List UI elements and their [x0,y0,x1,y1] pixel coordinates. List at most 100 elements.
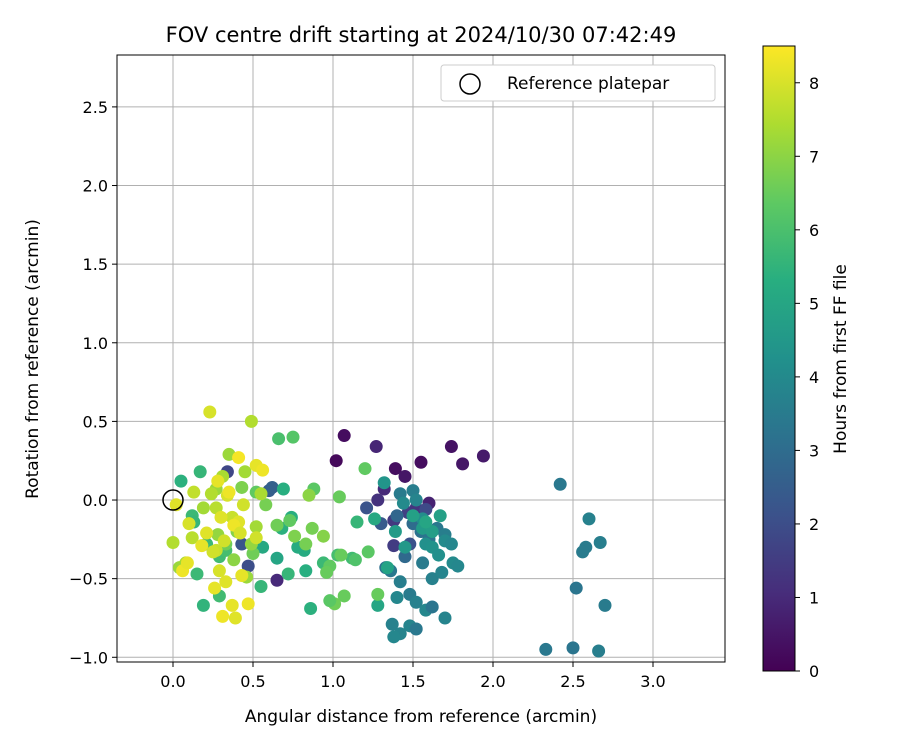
data-point [200,526,214,540]
plot-frame [116,54,726,663]
colorbar: 0 1 2 3 4 5 6 7 8 Hours from first FF file [762,45,851,681]
data-point [371,493,385,507]
data-point [217,534,231,548]
data-point [211,474,225,488]
colorbar-tick-label: 7 [809,147,819,166]
data-point [272,432,286,446]
data-point [582,512,596,526]
y-tick-label: 2.0 [83,177,108,196]
data-point [435,565,449,579]
data-point [206,545,220,559]
data-point [174,474,188,488]
data-point [444,440,458,454]
data-point [216,609,230,623]
data-point [196,501,210,515]
colorbar-tick-label: 1 [809,588,819,607]
colorbar-tick-label: 5 [809,294,819,313]
data-point [419,515,433,529]
data-point [569,581,583,595]
data-point [598,598,612,612]
x-axis-label: Angular distance from reference (arcmin) [245,707,597,727]
data-point [235,480,249,494]
data-point [337,589,351,603]
data-point [371,587,385,601]
x-tick-label: 2.0 [480,672,505,691]
data-point [416,556,430,570]
data-point [398,550,412,564]
data-point [593,535,607,549]
data-point [456,457,470,471]
data-point [235,569,249,583]
colorbar-tick-label: 8 [809,74,819,93]
data-point [414,455,428,469]
data-point [425,600,439,614]
data-point [227,553,241,567]
data-point [332,490,346,504]
data-point [406,509,420,523]
colorbar-ticks: 0 1 2 3 4 5 6 7 8 [795,74,819,681]
data-point [451,559,465,573]
data-point [425,572,439,586]
data-point [238,465,252,479]
data-point [302,488,316,502]
data-point [368,512,382,526]
x-tick-label: 3.0 [640,672,665,691]
y-tick-label: −1.0 [69,648,108,667]
data-point [398,469,412,483]
y-axis-ticks: −1.0 −0.5 0.0 0.5 1.0 1.5 2.0 2.5 [69,98,117,667]
data-point [316,529,330,543]
data-point [320,565,334,579]
data-point [387,539,401,553]
data-point [185,531,199,545]
y-tick-label: 1.5 [83,255,108,274]
data-point [265,480,279,494]
chart-title: FOV centre drift starting at 2024/10/30 … [166,23,677,47]
data-point [388,524,402,538]
y-axis-label: Rotation from reference (arcmin) [23,219,43,499]
colorbar-tick-label: 4 [809,368,819,387]
data-point [193,465,207,479]
data-point [377,476,391,490]
data-point [350,515,364,529]
data-point [281,567,295,581]
data-point [380,561,394,575]
data-point [304,602,318,616]
data-point [190,567,204,581]
data-point [256,463,270,477]
data-point [592,644,606,658]
colorbar-tick-label: 6 [809,221,819,240]
data-point [409,595,423,609]
x-tick-label: 0.0 [160,672,185,691]
data-point [576,545,590,559]
y-tick-label: 0.5 [83,412,108,431]
data-point [270,518,284,532]
data-point [444,537,458,551]
data-point [233,526,247,540]
x-axis-ticks: 0.0 0.5 1.0 1.5 2.0 2.5 3.0 [160,662,666,691]
data-point [249,520,263,534]
data-point [390,591,404,605]
legend-box [440,64,716,102]
data-point [187,485,201,499]
data-point [371,598,385,612]
data-point [288,529,302,543]
data-point [208,581,222,595]
data-point [254,487,268,501]
data-point [360,501,374,515]
data-point [425,524,439,538]
data-point [369,440,383,454]
legend-marker-reference [459,73,481,95]
data-point [387,630,401,644]
data-point [236,498,250,512]
data-point [196,598,210,612]
x-tick-label: 1.5 [400,672,425,691]
data-point [476,449,490,463]
data-point [432,548,446,562]
colorbar-tick-label: 0 [809,662,819,681]
data-point [385,617,399,631]
data-point [214,510,228,524]
x-tick-label: 2.5 [560,672,585,691]
x-tick-label: 0.5 [240,672,265,691]
data-point [286,430,300,444]
